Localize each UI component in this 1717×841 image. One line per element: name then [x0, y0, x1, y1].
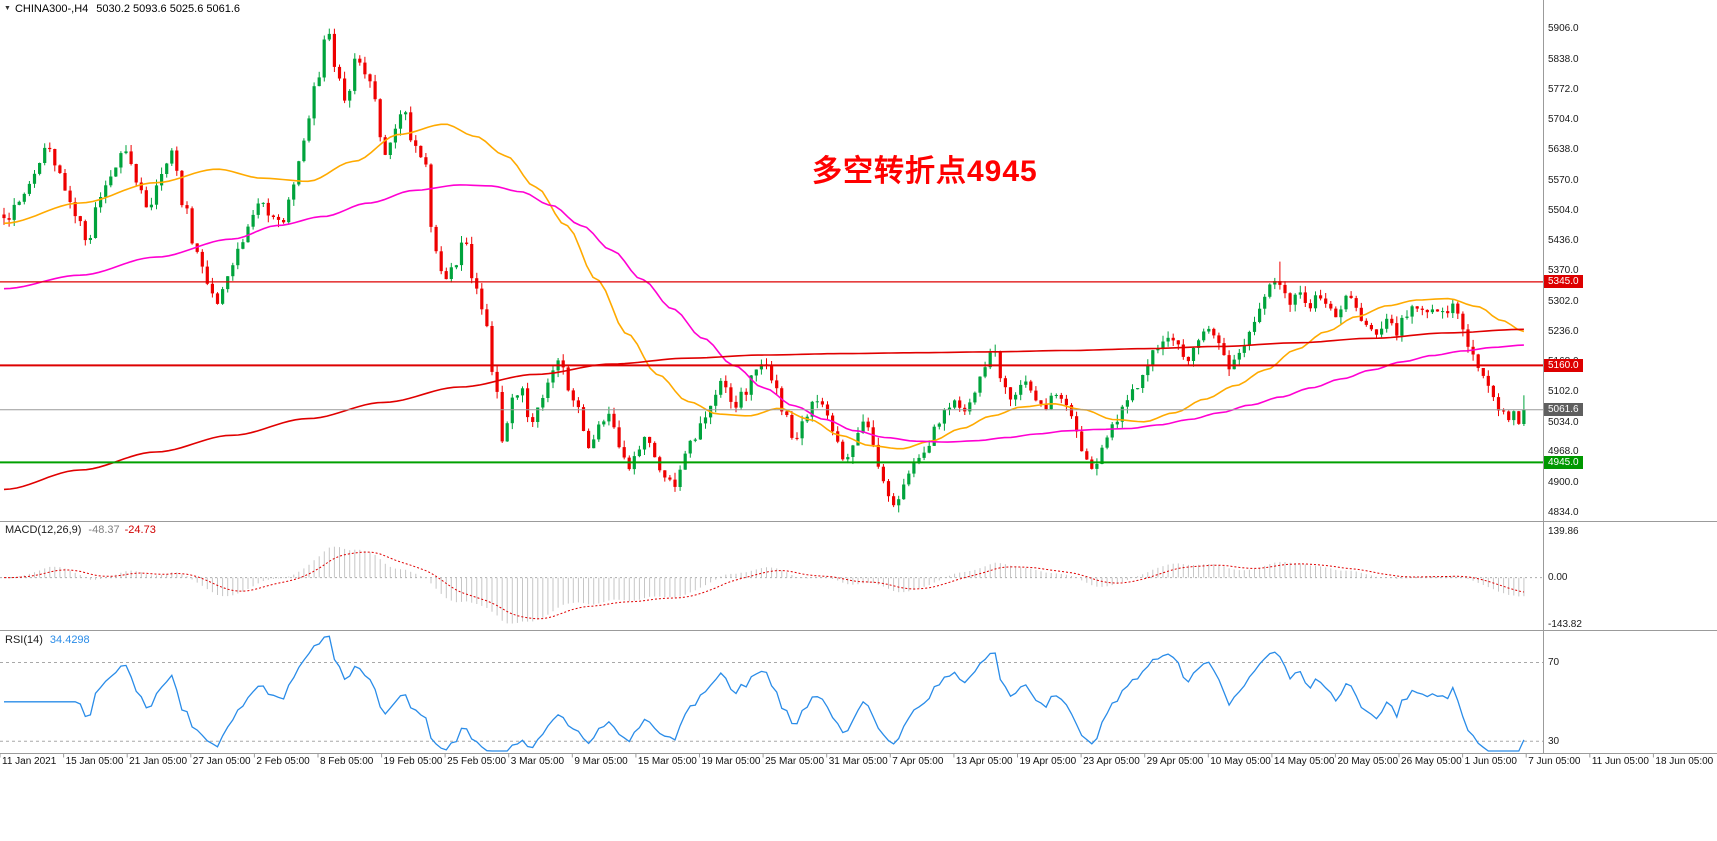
- symbol-title: CHINA300-,H4: [14, 3, 89, 15]
- time-axis-label: 27 Jan 05:00: [192, 756, 251, 767]
- time-axis-label: 13 Apr 05:00: [955, 756, 1013, 767]
- macd-value: -48.37: [88, 524, 120, 536]
- time-axis-label: 7 Apr 05:00: [892, 756, 944, 767]
- price-axis-label: 4834.0: [1548, 506, 1579, 518]
- time-axis-label: 11 Jun 05:00: [1591, 756, 1649, 767]
- price-axis-label: 5034.0: [1548, 416, 1579, 428]
- rsi-indicator-label: RSI(14) 34.4298: [5, 634, 90, 646]
- price-axis-label: 5838.0: [1548, 54, 1579, 66]
- macd-axis-label: 0.00: [1548, 572, 1568, 584]
- time-axis-label: 15 Jan 05:00: [65, 756, 124, 767]
- macd-indicator-label: MACD(12,26,9) -48.37 -24.73: [5, 524, 156, 536]
- time-axis-label: 8 Feb 05:00: [319, 756, 374, 767]
- time-axis-label: 2 Feb 05:00: [256, 756, 310, 767]
- time-axis-label: 19 Apr 05:00: [1019, 756, 1077, 767]
- resistance-5345-tag: 5345.0: [1544, 275, 1583, 289]
- resistance-5160-tag: 5160.0: [1544, 358, 1583, 372]
- time-axis-label: 3 Mar 05:00: [510, 756, 565, 767]
- ohlc-readout: 5030.2 5093.6 5025.6 5061.6: [96, 3, 241, 15]
- macd-axis-label: 139.86: [1548, 526, 1579, 538]
- price-axis-label: 5570.0: [1548, 174, 1579, 186]
- price-axis-label: 5302.0: [1548, 295, 1579, 307]
- time-axis-label: 26 May 05:00: [1401, 756, 1462, 767]
- annotation-text: 多空转折点4945: [812, 155, 1038, 188]
- rsi-axis-label: 70: [1548, 656, 1560, 668]
- price-axis-label: 5906.0: [1548, 23, 1579, 35]
- price-axis-label: 5370.0: [1548, 265, 1579, 277]
- price-axis-label: 5504.0: [1548, 204, 1579, 216]
- rsi-axis-label: 30: [1548, 735, 1560, 747]
- price-axis-label: 5436.0: [1548, 235, 1579, 247]
- time-axis-label: 23 Apr 05:00: [1083, 756, 1140, 767]
- time-axis-label: 15 Mar 05:00: [637, 756, 697, 767]
- time-scale[interactable]: 11 Jan 2021 15 Jan 05:00 21 Jan 05:00 27 Ja…: [0, 753, 1717, 773]
- symbol-dropdown-icon[interactable]: ▼: [4, 5, 11, 12]
- time-axis-label: 18 Jun 05:00: [1655, 756, 1714, 767]
- rsi-name: RSI(14): [5, 634, 43, 646]
- rsi-value: 34.4298: [49, 634, 90, 646]
- macd-signal-value: -24.73: [124, 524, 156, 536]
- time-axis-label: 25 Feb 05:00: [447, 756, 507, 767]
- time-axis-label: 14 May 05:00: [1273, 756, 1335, 767]
- time-axis-label: 31 Mar 05:00: [828, 756, 888, 767]
- support-4945-tag: 4945.0: [1544, 455, 1583, 469]
- time-axis-label: 25 Mar 05:00: [765, 756, 825, 767]
- macd-axis-label: -143.82: [1548, 619, 1582, 631]
- price-axis-label: 5102.0: [1548, 386, 1579, 398]
- macd-name: MACD(12,26,9): [5, 524, 82, 536]
- time-axis-label: 29 Apr 05:00: [1146, 756, 1204, 767]
- time-axis-label: 11 Jan 2021: [2, 756, 57, 767]
- time-axis-label: 1 Jun 05:00: [1464, 756, 1517, 767]
- time-axis-label: 20 May 05:00: [1337, 756, 1399, 767]
- price-axis-label: 5638.0: [1548, 144, 1579, 156]
- price-axis-label: 4900.0: [1548, 477, 1579, 489]
- time-axis-label: 19 Mar 05:00: [701, 756, 761, 767]
- price-axis-label: 5704.0: [1548, 114, 1579, 126]
- time-axis-label: 7 Jun 05:00: [1528, 756, 1581, 767]
- price-axis-label: 5772.0: [1548, 83, 1579, 95]
- bid-line-tag: 5061.6: [1544, 403, 1583, 417]
- time-axis-label: 21 Jan 05:00: [129, 756, 187, 767]
- time-axis-label: 9 Mar 05:00: [574, 756, 628, 767]
- price-scale[interactable]: 5906.0 5838.0 5772.0 5704.0 5638.0 5570.0 5504…: [1543, 0, 1717, 753]
- time-axis-label: 19 Feb 05:00: [383, 756, 443, 767]
- price-axis-label: 4968.0: [1548, 446, 1579, 458]
- time-axis-label: 10 May 05:00: [1210, 756, 1271, 767]
- price-axis-label: 5236.0: [1548, 325, 1579, 337]
- symbol-info: ▼ CHINA300-,H4 5030.2 5093.6 5025.6 5061.6: [4, 3, 240, 15]
